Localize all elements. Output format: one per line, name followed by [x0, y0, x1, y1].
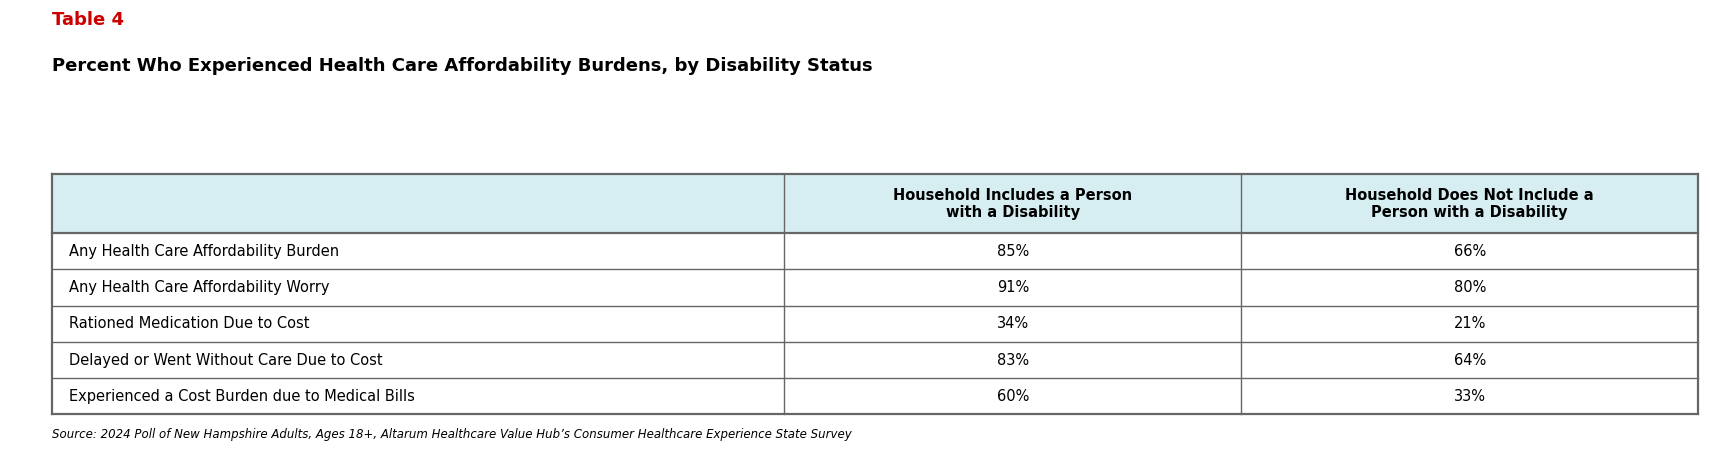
Text: 60%: 60% [996, 389, 1029, 404]
Text: Experienced a Cost Burden due to Medical Bills: Experienced a Cost Burden due to Medical… [69, 389, 415, 404]
Text: Any Health Care Affordability Worry: Any Health Care Affordability Worry [69, 280, 329, 295]
Text: Delayed or Went Without Care Due to Cost: Delayed or Went Without Care Due to Cost [69, 352, 383, 368]
Text: Household Does Not Include a
Person with a Disability: Household Does Not Include a Person with… [1344, 188, 1594, 220]
Text: Percent Who Experienced Health Care Affordability Burdens, by Disability Status: Percent Who Experienced Health Care Affo… [52, 57, 872, 75]
Text: 66%: 66% [1452, 244, 1485, 259]
Text: 91%: 91% [996, 280, 1029, 295]
Text: 21%: 21% [1452, 316, 1485, 331]
Text: Source: 2024 Poll of New Hampshire Adults, Ages 18+, Altarum Healthcare Value Hu: Source: 2024 Poll of New Hampshire Adult… [52, 428, 851, 441]
Text: Household Includes a Person
with a Disability: Household Includes a Person with a Disab… [893, 188, 1132, 220]
Text: 64%: 64% [1452, 352, 1485, 368]
Text: 33%: 33% [1452, 389, 1485, 404]
Text: 83%: 83% [996, 352, 1029, 368]
Text: Rationed Medication Due to Cost: Rationed Medication Due to Cost [69, 316, 310, 331]
Text: 34%: 34% [996, 316, 1029, 331]
Text: Table 4: Table 4 [52, 11, 124, 29]
Text: Any Health Care Affordability Burden: Any Health Care Affordability Burden [69, 244, 339, 259]
Text: 80%: 80% [1452, 280, 1485, 295]
Text: 85%: 85% [996, 244, 1029, 259]
